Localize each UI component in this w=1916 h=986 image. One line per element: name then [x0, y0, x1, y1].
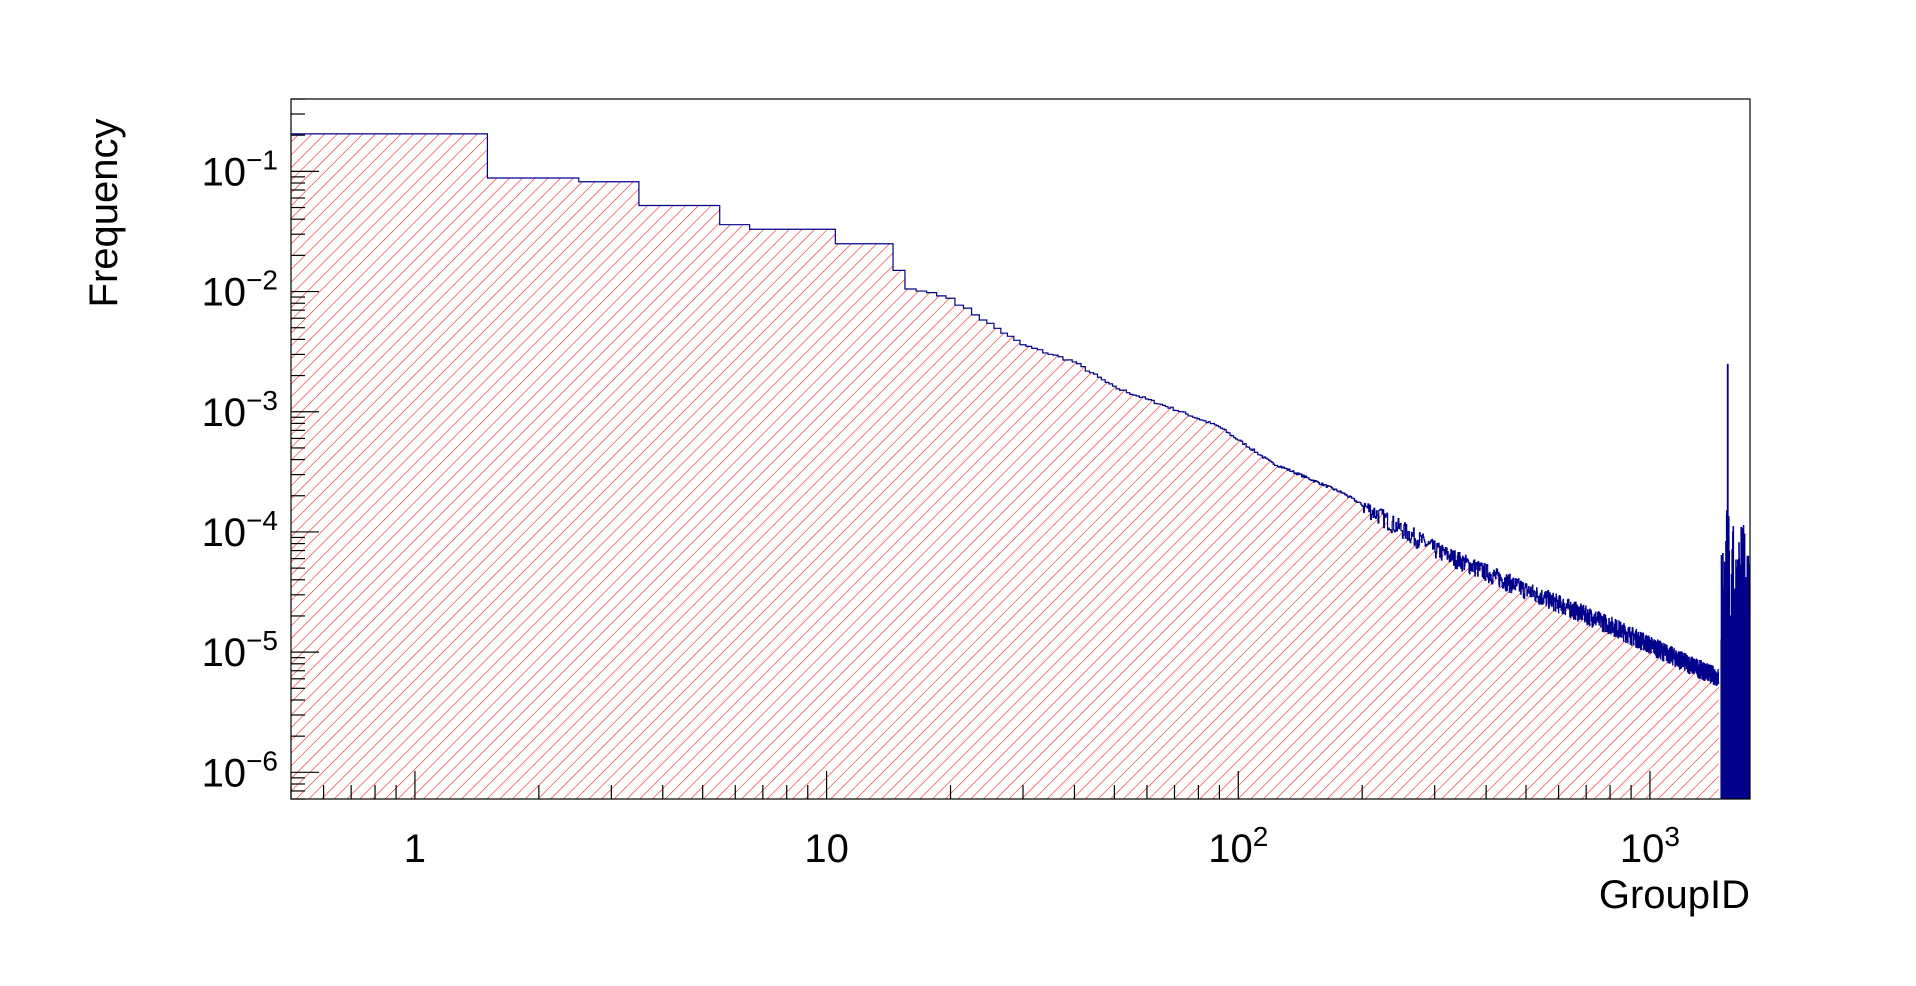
y-tick-label: 10−6: [202, 745, 278, 795]
x-tick-label: 103: [1620, 821, 1680, 871]
y-axis-ticks: [291, 98, 319, 800]
plot-frame: [290, 98, 1751, 800]
y-axis-tick-labels: 10−1 10−2 10−3 10−4 10−5 10−6: [202, 144, 278, 795]
histogram-area: [291, 133, 1750, 799]
x-axis-tick-labels: 1 10 102 103: [404, 821, 1680, 871]
x-tick-label: 1: [404, 827, 426, 871]
histogram-fill: [291, 133, 1719, 799]
y-tick-label: 10−3: [202, 385, 278, 435]
y-axis-title: Frequency: [82, 119, 126, 308]
histogram-outline: [291, 133, 1720, 687]
x-axis-ticks: [290, 771, 1651, 799]
y-tick-label: 10−4: [202, 505, 278, 555]
spike-region: [1720, 363, 1750, 799]
x-axis-title: GroupID: [1599, 873, 1750, 917]
y-tick-label: 10−1: [202, 144, 278, 194]
y-tick-label: 10−5: [202, 625, 278, 675]
x-tick-label: 10: [804, 827, 849, 871]
y-tick-label: 10−2: [202, 265, 278, 315]
x-tick-label: 102: [1208, 821, 1268, 871]
